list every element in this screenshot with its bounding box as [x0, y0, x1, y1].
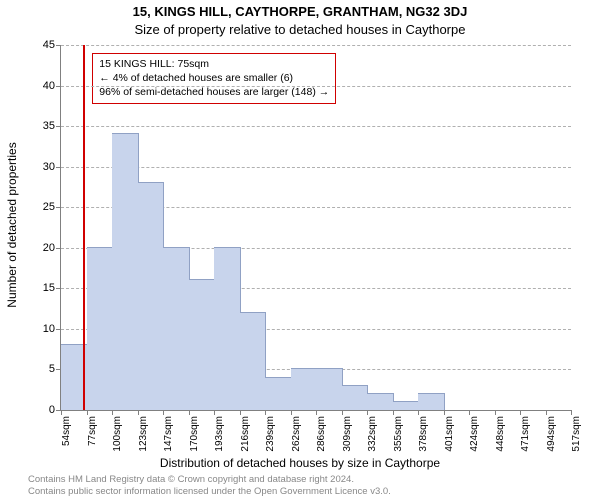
x-tick-mark: [87, 410, 88, 415]
x-tick-mark: [291, 410, 292, 415]
y-tick-label: 20: [43, 242, 55, 254]
y-axis-label: Number of detached properties: [5, 142, 19, 307]
y-tick-label: 45: [43, 39, 55, 51]
x-tick-label: 262sqm: [291, 416, 302, 452]
grid-line: [61, 126, 571, 127]
y-tick-label: 10: [43, 323, 55, 335]
marker-line: [83, 45, 85, 410]
chart-plot-area: 15 KINGS HILL: 75sqm ← 4% of detached ho…: [60, 45, 571, 411]
y-tick-label: 25: [43, 201, 55, 213]
x-tick-mark: [418, 410, 419, 415]
page-subtitle: Size of property relative to detached ho…: [0, 22, 600, 37]
grid-line: [61, 45, 571, 46]
x-tick-label: 401sqm: [444, 416, 455, 452]
histogram-bar: [138, 182, 165, 410]
x-tick-label: 494sqm: [546, 416, 557, 452]
histogram-bar: [367, 393, 394, 410]
x-tick-label: 309sqm: [342, 416, 353, 452]
x-tick-label: 286sqm: [316, 416, 327, 452]
x-tick-label: 332sqm: [367, 416, 378, 452]
x-tick-mark: [163, 410, 164, 415]
y-tick-label: 0: [49, 404, 55, 416]
y-tick-mark: [56, 329, 61, 330]
x-tick-mark: [265, 410, 266, 415]
y-tick-mark: [56, 45, 61, 46]
histogram-bar: [316, 368, 343, 410]
x-tick-label: 123sqm: [138, 416, 149, 452]
x-tick-mark: [546, 410, 547, 415]
histogram-bar: [163, 247, 190, 410]
annotation-line2: ← 4% of detached houses are smaller (6): [99, 71, 329, 85]
histogram-bar: [265, 377, 292, 410]
histogram-bar: [112, 133, 139, 410]
y-tick-mark: [56, 207, 61, 208]
x-tick-label: 193sqm: [214, 416, 225, 452]
x-axis-label: Distribution of detached houses by size …: [0, 456, 600, 470]
x-tick-label: 471sqm: [520, 416, 531, 452]
x-tick-mark: [444, 410, 445, 415]
y-tick-label: 5: [49, 363, 55, 375]
x-tick-mark: [367, 410, 368, 415]
page-title: 15, KINGS HILL, CAYTHORPE, GRANTHAM, NG3…: [0, 4, 600, 19]
copyright-line1: Contains HM Land Registry data © Crown c…: [28, 474, 391, 486]
y-tick-mark: [56, 86, 61, 87]
x-tick-mark: [342, 410, 343, 415]
y-tick-label: 40: [43, 80, 55, 92]
x-tick-mark: [214, 410, 215, 415]
x-tick-mark: [520, 410, 521, 415]
x-tick-mark: [316, 410, 317, 415]
x-tick-mark: [138, 410, 139, 415]
histogram-bar: [342, 385, 369, 410]
copyright-text: Contains HM Land Registry data © Crown c…: [28, 474, 391, 498]
annotation-box: 15 KINGS HILL: 75sqm ← 4% of detached ho…: [92, 53, 336, 104]
y-tick-label: 15: [43, 282, 55, 294]
x-tick-label: 239sqm: [265, 416, 276, 452]
y-tick-mark: [56, 288, 61, 289]
x-tick-mark: [61, 410, 62, 415]
x-tick-label: 100sqm: [112, 416, 123, 452]
histogram-bar: [393, 401, 420, 410]
histogram-bar: [418, 393, 445, 410]
x-tick-label: 378sqm: [418, 416, 429, 452]
x-tick-label: 170sqm: [189, 416, 200, 452]
copyright-line2: Contains public sector information licen…: [28, 486, 391, 498]
histogram-bar: [240, 312, 267, 410]
x-tick-mark: [189, 410, 190, 415]
x-tick-label: 77sqm: [87, 416, 98, 446]
x-tick-mark: [571, 410, 572, 415]
x-tick-mark: [393, 410, 394, 415]
histogram-bar: [291, 368, 318, 410]
y-tick-mark: [56, 126, 61, 127]
x-tick-label: 54sqm: [61, 416, 72, 446]
x-tick-mark: [469, 410, 470, 415]
annotation-line3: 96% of semi-detached houses are larger (…: [99, 85, 329, 99]
y-tick-mark: [56, 248, 61, 249]
y-tick-mark: [56, 167, 61, 168]
x-tick-label: 448sqm: [495, 416, 506, 452]
histogram-bar: [189, 279, 216, 410]
y-tick-label: 30: [43, 161, 55, 173]
histogram-bar: [87, 247, 114, 410]
x-tick-mark: [240, 410, 241, 415]
y-tick-label: 35: [43, 120, 55, 132]
x-tick-label: 517sqm: [571, 416, 582, 452]
x-tick-mark: [112, 410, 113, 415]
x-tick-mark: [495, 410, 496, 415]
annotation-line1: 15 KINGS HILL: 75sqm: [99, 57, 329, 71]
histogram-bar: [214, 247, 241, 410]
x-tick-label: 424sqm: [469, 416, 480, 452]
x-tick-label: 355sqm: [393, 416, 404, 452]
grid-line: [61, 86, 571, 87]
x-tick-label: 147sqm: [163, 416, 174, 452]
x-tick-label: 216sqm: [240, 416, 251, 452]
